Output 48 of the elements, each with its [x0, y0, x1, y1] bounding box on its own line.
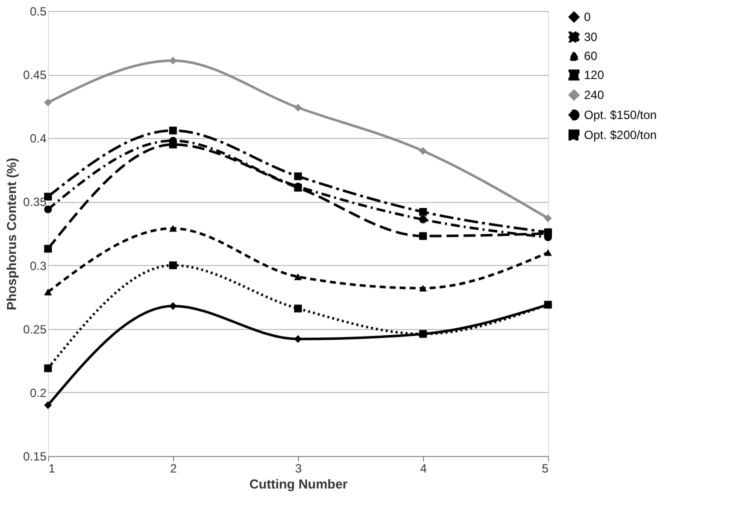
point — [44, 288, 52, 296]
y-tick-label: 0.15 — [23, 450, 47, 464]
point — [294, 104, 302, 112]
y-axis-title: Phosphorus Content (%) — [4, 158, 20, 310]
point — [169, 225, 177, 232]
point — [419, 284, 427, 292]
point — [294, 335, 302, 343]
point — [294, 273, 302, 280]
y-tick-label: 0.4 — [30, 132, 47, 146]
x-tick-label: 4 — [420, 462, 428, 476]
point — [419, 208, 427, 216]
point — [169, 56, 177, 64]
point — [44, 205, 52, 214]
x-tick-label: 5 — [542, 462, 549, 476]
legend-label: Opt. $150/ton — [584, 108, 657, 122]
point — [169, 126, 177, 134]
legend-label: 60 — [584, 49, 598, 63]
y-tick-label: 0.2 — [30, 386, 47, 400]
point — [294, 172, 302, 180]
y-tick-label: 0.5 — [30, 4, 47, 18]
x-tick-label: 1 — [48, 462, 56, 476]
point — [419, 330, 427, 338]
point — [419, 232, 427, 240]
legend-label: 240 — [584, 88, 604, 102]
point — [44, 98, 52, 106]
point — [44, 192, 52, 200]
legend-label: 30 — [584, 30, 598, 44]
point — [544, 300, 552, 309]
point — [419, 146, 427, 155]
y-tick-label: 0.35 — [23, 195, 47, 210]
point — [294, 304, 302, 312]
x-tick-label: 2 — [170, 462, 178, 476]
y-tick-label: 0.3 — [30, 258, 47, 273]
legend-label: 120 — [584, 68, 604, 82]
point — [169, 302, 177, 310]
point — [544, 214, 552, 222]
point — [44, 401, 52, 410]
x-tick-label: 3 — [295, 462, 302, 476]
point — [419, 216, 427, 224]
y-tick-label: 0.45 — [23, 68, 47, 82]
point — [169, 261, 177, 270]
point — [44, 244, 52, 253]
y-tick-label: 0.25 — [23, 322, 47, 336]
point — [544, 249, 552, 256]
legend-label: Opt. $200/ton — [584, 128, 657, 142]
x-axis-title: Cutting Number — [249, 476, 348, 492]
point — [44, 364, 52, 372]
legend-label: 0 — [584, 10, 591, 24]
